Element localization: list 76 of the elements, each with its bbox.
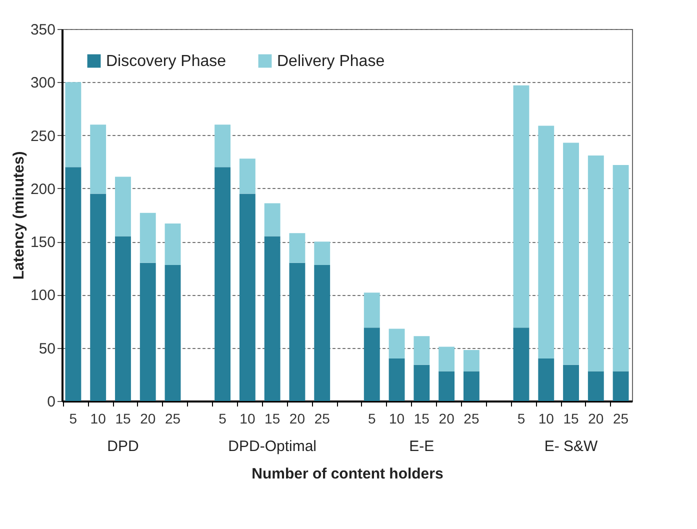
bar [588, 371, 604, 401]
bar [463, 350, 480, 372]
x-tick-label: 15 [115, 410, 131, 426]
bar [538, 358, 554, 401]
bar [115, 176, 131, 236]
bar [563, 142, 579, 365]
bar [214, 124, 231, 168]
x-tick-label: 15 [563, 410, 580, 426]
x-tick-label: 15 [414, 410, 430, 426]
bar [164, 264, 181, 401]
x-tick-label: 20 [438, 410, 455, 426]
x-tick-label: 25 [314, 410, 330, 426]
x-axis-title: Number of content holders [252, 466, 444, 482]
bar [513, 85, 530, 328]
bar [65, 167, 82, 401]
y-tick-label: 0 [47, 394, 56, 410]
x-tick-label: 20 [289, 410, 306, 426]
y-axis-title: Latency (minutes) [10, 151, 28, 280]
bar [414, 336, 430, 365]
text: E- S&W [544, 438, 599, 455]
x-tick-label: 15 [264, 410, 280, 426]
bar [364, 292, 380, 328]
bar [214, 167, 231, 401]
x-tick-label: 10 [538, 410, 554, 426]
y-tick-label: 200 [30, 180, 56, 198]
bar [364, 328, 380, 401]
bar [264, 203, 280, 236]
legend-label: Discovery Phase [106, 53, 226, 70]
bar [414, 364, 430, 401]
text: E-E [409, 438, 434, 455]
x-tick-label: 20 [588, 410, 604, 426]
bar [264, 236, 280, 401]
y-tick-label: 250 [30, 128, 56, 145]
y-tick-label: 350 [30, 22, 56, 38]
bar [513, 328, 530, 401]
x-tick-label: 5 [218, 410, 227, 426]
x-tick-label: 10 [240, 410, 256, 426]
bar [588, 155, 604, 372]
bar [239, 194, 256, 401]
bar [612, 165, 629, 372]
bar [538, 126, 554, 358]
bar [314, 242, 330, 265]
bar [140, 262, 156, 401]
x-tick-label: 10 [90, 410, 106, 426]
x-tick-label: 5 [368, 410, 376, 426]
x-tick-label: 25 [464, 410, 480, 426]
legend-label: Delivery Phase [277, 53, 385, 70]
y-tick-label: 150 [30, 234, 56, 252]
bar [239, 158, 256, 194]
bar [115, 236, 131, 401]
bar [164, 224, 181, 265]
text: DPD-Optimal [228, 438, 317, 455]
text: DPD [107, 438, 139, 455]
bar [438, 346, 455, 372]
bar [612, 371, 629, 401]
bar [140, 212, 156, 263]
bar [314, 264, 330, 401]
bar [463, 371, 480, 401]
bar [563, 364, 579, 401]
bar [388, 358, 405, 401]
bar [289, 233, 306, 263]
bar [388, 328, 405, 358]
bar [90, 124, 106, 194]
bar [90, 194, 106, 401]
bar [289, 262, 306, 401]
x-tick-label: 5 [69, 410, 78, 426]
y-tick-label: 50 [38, 340, 56, 358]
x-tick-label: 10 [388, 410, 405, 426]
x-tick-label: 25 [613, 410, 629, 426]
y-tick-label: 300 [30, 74, 56, 92]
bar [65, 82, 82, 168]
bar [438, 371, 455, 401]
x-tick-label: 25 [164, 410, 181, 426]
x-tick-label: 5 [517, 410, 526, 426]
x-tick-label: 20 [140, 410, 156, 426]
y-tick-label: 100 [30, 287, 56, 304]
